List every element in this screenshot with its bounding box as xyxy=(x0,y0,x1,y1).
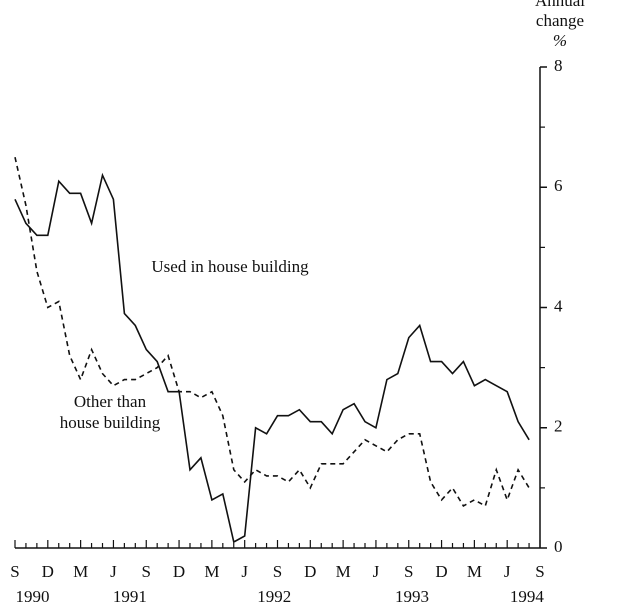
x-tick-label: J xyxy=(373,562,380,581)
y-axis-label: Annual xyxy=(535,0,585,10)
x-group-label: 1994 xyxy=(510,587,545,606)
x-tick-label: S xyxy=(404,562,413,581)
series-line xyxy=(14,157,530,508)
x-tick-label: D xyxy=(304,562,316,581)
x-tick-label: S xyxy=(273,562,282,581)
x-tick-label: S xyxy=(535,562,544,581)
x-tick-label: D xyxy=(173,562,185,581)
x-tick-label: S xyxy=(10,562,19,581)
x-tick-label: D xyxy=(42,562,54,581)
series-line xyxy=(14,172,530,544)
y-tick-label: 4 xyxy=(554,296,563,315)
annotation: house building xyxy=(60,413,161,432)
x-tick-label: J xyxy=(241,562,248,581)
x-tick-label: M xyxy=(204,562,219,581)
x-tick-label: D xyxy=(435,562,447,581)
y-axis-label: % xyxy=(553,31,567,50)
x-tick-label: M xyxy=(336,562,351,581)
x-group-label: 1991 xyxy=(113,587,147,606)
y-tick-label: 6 xyxy=(554,176,563,195)
x-group-label: 1990 xyxy=(16,587,50,606)
x-group-label: 1993 xyxy=(395,587,429,606)
x-tick-label: M xyxy=(467,562,482,581)
annotation: Used in house building xyxy=(151,257,309,276)
x-tick-label: J xyxy=(504,562,511,581)
x-tick-label: J xyxy=(110,562,117,581)
y-tick-label: 8 xyxy=(554,56,563,75)
y-tick-label: 2 xyxy=(554,417,563,436)
y-axis-label: change xyxy=(536,11,584,30)
x-group-label: 1992 xyxy=(257,587,291,606)
y-tick-label: 0 xyxy=(554,537,563,556)
x-tick-label: S xyxy=(142,562,151,581)
annotation: Other than xyxy=(74,392,147,411)
x-tick-label: M xyxy=(73,562,88,581)
